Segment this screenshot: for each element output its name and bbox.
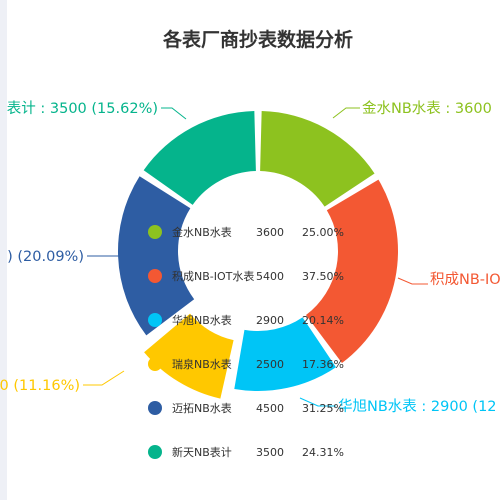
slice-4[interactable] [144, 313, 234, 399]
slice-2[interactable] [305, 179, 398, 364]
slice-5[interactable] [117, 176, 195, 336]
leader-line-2 [397, 277, 428, 285]
leader-line-3 [299, 397, 336, 407]
leader-line-6 [161, 107, 187, 120]
outer-label-2: 积成NB-IO [430, 271, 500, 288]
legend-value: 2500 [256, 358, 284, 371]
leader-line-1 [332, 107, 360, 119]
outer-label-5: ) (20.09%) [7, 249, 84, 265]
legend-name: 瑞泉NB水表 [172, 357, 232, 371]
legend-item-2[interactable]: 积成NB-IOT水表 5400 37.50% [148, 269, 344, 283]
legend-marker [148, 401, 162, 415]
legend-marker [148, 357, 162, 371]
legend-percent: 25.00% [302, 226, 344, 239]
legend-item-5[interactable]: 迈拓NB水表 4500 31.25% [148, 401, 344, 415]
legend-marker [148, 445, 162, 459]
outer-label-4: 表 : 2500 (11.16%) [0, 377, 80, 394]
legend-marker [148, 269, 162, 283]
outer-label-3: 华旭NB水表 : 2900 (12 [338, 398, 497, 415]
slice-group [117, 111, 398, 399]
legend-percent: 24.31% [302, 446, 344, 459]
legend-marker [148, 225, 162, 239]
slice-6[interactable] [143, 111, 256, 205]
outer-label-1: 金水NB水表 : 3600 [362, 100, 492, 117]
left-edge-strip [0, 0, 7, 500]
legend-name: 金水NB水表 [172, 225, 232, 239]
legend-name: 新天NB表计 [172, 445, 232, 459]
slice-3[interactable] [234, 317, 336, 391]
legend-percent: 17.36% [302, 358, 344, 371]
legend-item-1[interactable]: 金水NB水表 3600 25.00% [148, 225, 344, 239]
legend-item-3[interactable]: 华旭NB水表 2900 20.14% [148, 313, 344, 327]
legend-value: 3500 [256, 446, 284, 459]
legend-marker [148, 313, 162, 327]
legend-name: 迈拓NB水表 [172, 401, 232, 415]
legend-value: 5400 [256, 270, 284, 283]
chart-title: 各表厂商抄表数据分析 [162, 28, 353, 51]
outer-label-6: 表计 : 3500 (15.62%) [7, 100, 158, 117]
legend-name: 华旭NB水表 [172, 313, 232, 327]
legend-percent: 20.14% [302, 314, 344, 327]
legend-item-4[interactable]: 瑞泉NB水表 2500 17.36% [148, 357, 344, 371]
outer-label-group: 金水NB水表 : 3600 积成NB-IO 华旭NB水表 : 2900 (12 表 :… [0, 100, 500, 415]
legend: 金水NB水表 3600 25.00% 积成NB-IOT水表 5400 37.50% 华旭NB… [148, 225, 344, 459]
legend-value: 3600 [256, 226, 284, 239]
legend-percent: 31.25% [302, 402, 344, 415]
leader-line-4 [83, 370, 125, 386]
legend-percent: 37.50% [302, 270, 344, 283]
slice-1[interactable] [260, 111, 375, 207]
legend-value: 2900 [256, 314, 284, 327]
legend-value: 4500 [256, 402, 284, 415]
legend-item-6[interactable]: 新天NB表计 3500 24.31% [148, 445, 344, 459]
legend-name: 积成NB-IOT水表 [172, 269, 254, 283]
leader-line-group [83, 107, 428, 407]
